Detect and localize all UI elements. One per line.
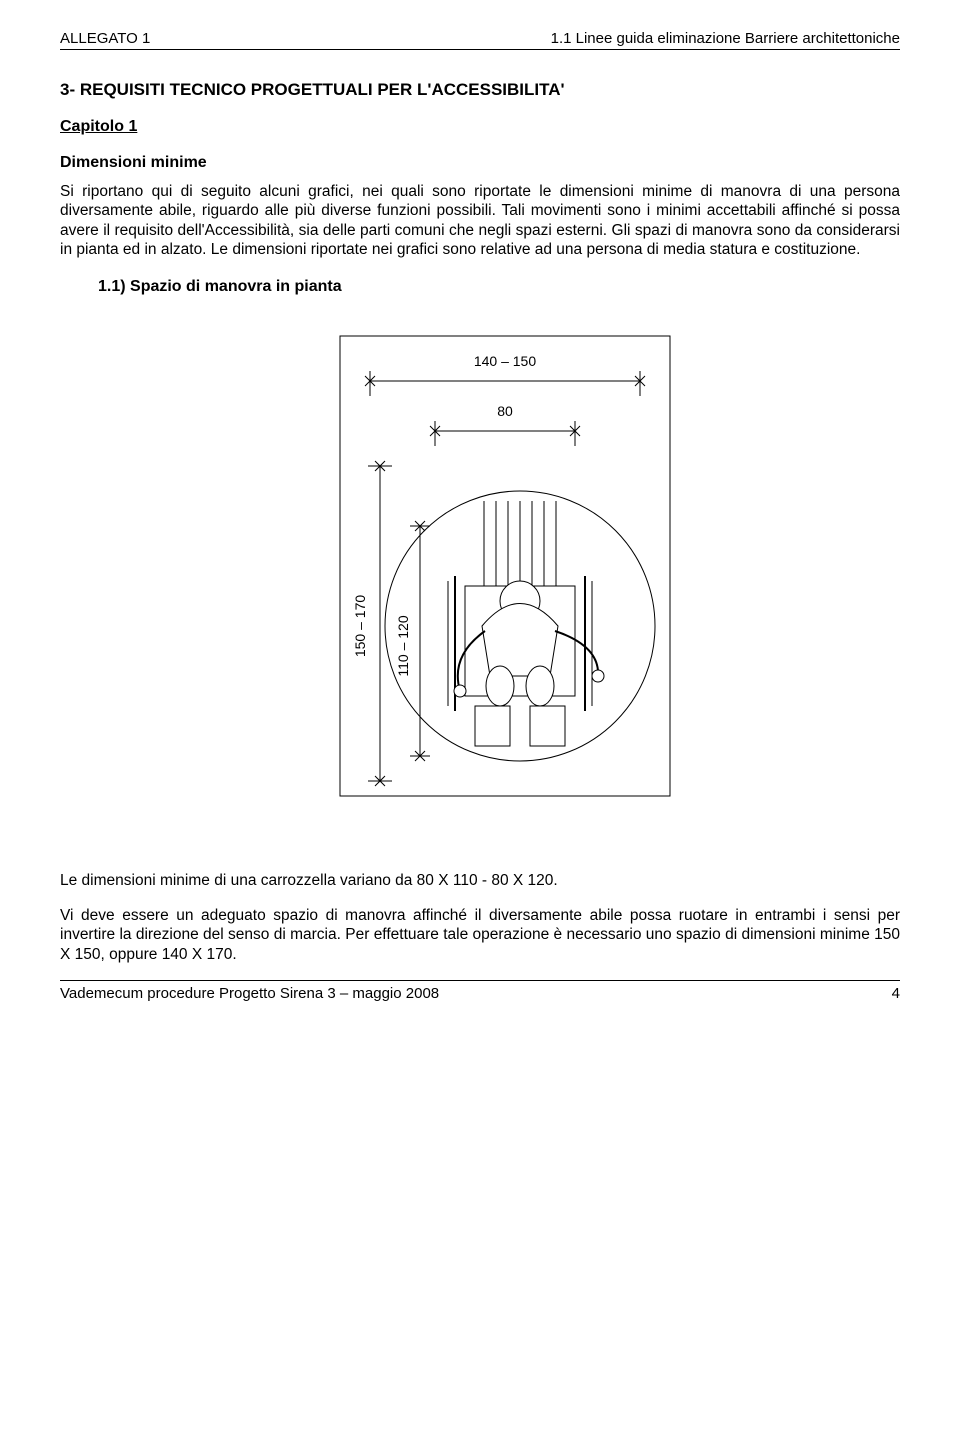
chapter-heading: Capitolo 1	[60, 118, 900, 136]
header-left: ALLEGATO 1	[60, 30, 150, 47]
svg-text:80: 80	[497, 403, 513, 419]
page-header: ALLEGATO 1 1.1 Linee guida eliminazione …	[60, 30, 900, 50]
body-paragraph: Si riportano qui di seguito alcuni grafi…	[60, 182, 900, 260]
section-title: 3- REQUISITI TECNICO PROGETTUALI PER L'A…	[60, 80, 900, 100]
svg-text:140 – 150: 140 – 150	[474, 353, 536, 369]
caption-2: Vi deve essere un adeguato spazio di man…	[60, 906, 900, 964]
page-footer: Vademecum procedure Progetto Sirena 3 – …	[60, 980, 900, 1002]
subheading: Dimensioni minime	[60, 154, 900, 172]
page-number: 4	[892, 985, 900, 1002]
wheelchair-diagram: 140 – 150 80 150 – 170 110 – 120	[60, 326, 900, 811]
header-right: 1.1 Linee guida eliminazione Barriere ar…	[551, 30, 900, 47]
footer-left: Vademecum procedure Progetto Sirena 3 – …	[60, 985, 439, 1002]
svg-text:110 – 120: 110 – 120	[395, 615, 411, 676]
caption-1: Le dimensioni minime di una carrozzella …	[60, 871, 900, 890]
svg-text:150 – 170: 150 – 170	[352, 594, 368, 656]
list-item: 1.1) Spazio di manovra in pianta	[98, 278, 900, 296]
